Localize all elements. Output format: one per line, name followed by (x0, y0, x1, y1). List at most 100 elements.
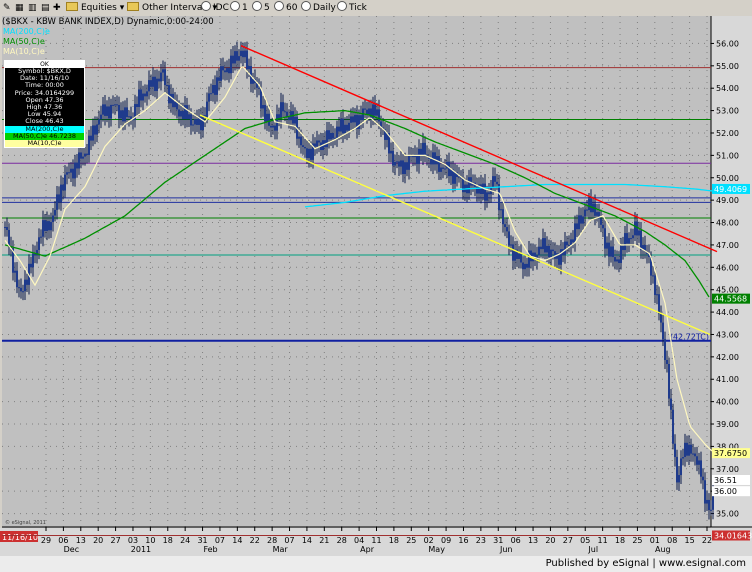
price-bar-body (70, 168, 72, 173)
footer-text: Published by eSignal | www.esignal.com (545, 558, 746, 569)
price-bar-body (300, 136, 302, 146)
price-bar-body (422, 142, 424, 156)
price-bar-body (624, 233, 626, 251)
price-bar-body (628, 238, 630, 244)
price-bar-body (58, 194, 60, 203)
price-bar-body (54, 209, 56, 216)
y-tick-label: 40.00 (716, 398, 739, 407)
trendline-support (199, 114, 711, 336)
price-bar-body (538, 246, 540, 255)
price-bar-body (188, 114, 190, 120)
daily-label: Daily (313, 3, 336, 13)
price-bar-body (674, 443, 676, 457)
value-tag-label: 49.4069 (714, 185, 747, 194)
legend-ma10: MA(10,C)e (3, 47, 45, 56)
price-bar-body (178, 109, 180, 117)
y-tick-label: 46.00 (716, 263, 739, 272)
price-bar-body (498, 184, 500, 211)
ma200-line (304, 183, 714, 208)
price-bar-body (708, 499, 710, 511)
price-bar-body (104, 104, 106, 116)
price-bar-body (558, 253, 560, 265)
daily-radio[interactable]: Daily (301, 0, 336, 16)
price-bar-body (578, 215, 580, 230)
price-bar-body (52, 215, 54, 223)
other-intervals-menu[interactable]: Other Intervals ▾ (127, 0, 217, 16)
price-bar-body (518, 253, 520, 259)
price-bar-body (340, 118, 342, 132)
price-bar-body (198, 116, 200, 125)
price-bar-body (110, 104, 112, 119)
price-bar-body (542, 238, 544, 250)
data-window[interactable]: OK Symbol: $BKX,D Date: 11/16/10 Time: 0… (4, 60, 85, 149)
x-tick-label: 07 (284, 536, 294, 545)
price-bar-body (36, 249, 38, 256)
interval-1-radio[interactable]: 1 (230, 0, 248, 16)
price-bar-body (298, 136, 300, 139)
price-bar-body (202, 115, 204, 131)
price-bar-body (80, 152, 82, 159)
x-tick-label: 09 (441, 536, 451, 545)
price-bar-body (250, 66, 252, 84)
x-tick-label: 20 (545, 536, 555, 545)
price-bar-body (568, 245, 570, 247)
price-bar-body (346, 124, 348, 131)
x-tick-label: 28 (337, 536, 347, 545)
price-bar-body (34, 253, 36, 256)
price-bar-body (528, 250, 530, 268)
price-bar-body (400, 160, 402, 167)
price-bar-body (60, 184, 62, 203)
price-bar-body (502, 209, 504, 225)
price-bar-body (366, 109, 368, 115)
price-bar-body (516, 249, 518, 259)
price-bar-body (74, 162, 76, 179)
interval-5-radio[interactable]: 5 (252, 0, 270, 16)
price-bar-body (612, 246, 614, 258)
price-bar-body (478, 184, 480, 194)
folder-icon[interactable]: ▤ (41, 3, 50, 13)
price-bar-body (62, 184, 64, 191)
x-period-label: May (428, 545, 445, 554)
x-tick-label: 06 (58, 536, 68, 545)
price-bar-body (412, 156, 414, 158)
price-bar-body (630, 238, 632, 240)
price-chart[interactable]: ($BKX - KBW BANK INDEX,D) Dynamic,0:00-2… (0, 16, 752, 556)
price-bar-body (390, 150, 392, 154)
price-bar-body (458, 176, 460, 178)
toolbar: ✎ ▦ ▥ ▤ ✚ Equities ▾ Other Intervals ▾ I… (0, 0, 752, 17)
price-bar-body (208, 93, 210, 102)
price-bar-body (576, 223, 578, 230)
x-tick-label: 20 (93, 536, 103, 545)
price-bar-body (634, 221, 636, 236)
data-ma50: MA(50,C)e 46.7238 (5, 132, 84, 140)
price-bar-body (174, 101, 176, 108)
x-tick-label: 27 (563, 536, 573, 545)
price-bar-body (684, 442, 686, 458)
price-bar-body (50, 222, 52, 231)
crosshair-icon[interactable]: ✚ (53, 3, 61, 13)
price-bar-body (706, 499, 708, 504)
price-bar-body (692, 453, 694, 455)
price-bar-body (572, 239, 574, 243)
ma50-line (4, 109, 710, 298)
chart-bars-icon[interactable]: ▥ (28, 3, 37, 13)
price-bar-body (636, 221, 638, 236)
price-bar-body (310, 148, 312, 160)
value-tag (712, 448, 750, 459)
price-bar-body (580, 215, 582, 224)
price-bar-body (286, 111, 288, 118)
idc-radio[interactable]: IDC (201, 0, 229, 16)
grid-icon[interactable]: ▦ (15, 3, 24, 13)
edit-icon[interactable]: ✎ (3, 3, 11, 13)
interval-60-radio[interactable]: 60 (274, 0, 297, 16)
tick-radio[interactable]: Tick (337, 0, 367, 16)
equities-menu[interactable]: Equities ▾ (66, 0, 124, 16)
price-bar-body (424, 142, 426, 155)
price-bar-body (288, 117, 290, 121)
price-bar-body (112, 104, 114, 106)
price-bar-body (662, 322, 664, 340)
price-bar-body (606, 242, 608, 249)
price-bar-body (586, 209, 588, 211)
trendline-resistance (240, 45, 718, 253)
price-bar-body (336, 126, 338, 138)
